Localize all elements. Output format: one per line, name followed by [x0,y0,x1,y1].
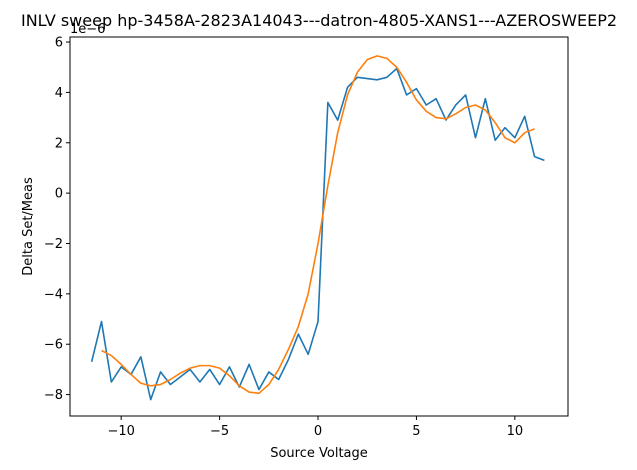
x-tick-label: 0 [314,424,322,439]
y-tick-label: −2 [44,237,63,252]
y-tick-label: −4 [44,287,63,302]
y-axis-label: Delta Set/Meas [21,177,36,276]
plot-frame [69,36,569,417]
x-tick-label: −10 [107,424,134,439]
y-tick-label: 0 [55,187,63,202]
y-axis-offset-text: 1e−6 [70,22,105,37]
y-tick-label: 6 [55,36,63,51]
series-line-2 [101,55,535,395]
y-tick-label: 4 [55,86,63,101]
x-tick-label: 5 [412,424,420,439]
y-tick-label: −6 [44,338,63,353]
y-tick-label: 2 [55,136,63,151]
tick-layer: −10 −5 0 5 10 −8 −6 −4 −2 0 2 4 6 [44,36,523,439]
x-tick-label: 10 [507,424,524,439]
x-tick-label: −5 [210,424,229,439]
series-line-1 [90,67,545,401]
chart-title: INLV sweep hp-3458A-2823A14043---datron-… [21,11,617,30]
y-tick-label: −8 [44,388,63,403]
plot-layer [90,55,545,401]
x-axis-label: Source Voltage [270,446,368,461]
